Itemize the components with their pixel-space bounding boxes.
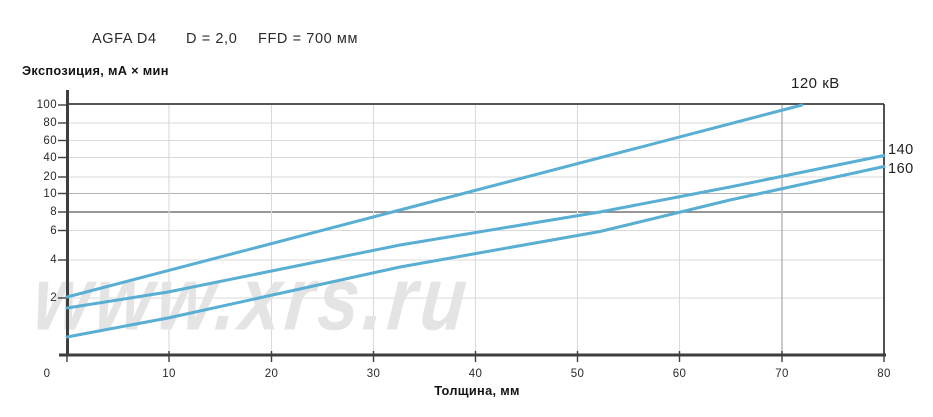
x-axis-title: Толщина, мм xyxy=(434,383,520,398)
series-line-kv140 xyxy=(65,154,886,310)
curve-label-160kv: 160 xyxy=(888,161,914,177)
curve-label-140kv: 140 xyxy=(888,142,914,158)
header-film-type: AGFA D4 xyxy=(92,31,157,47)
series-line-kv120 xyxy=(65,103,804,299)
series-line-kv160 xyxy=(65,165,886,339)
curve-label-120kv: 120 кВ xyxy=(791,75,840,92)
header-ffd-value: FFD = 700 мм xyxy=(258,31,359,47)
header-density-value: D = 2,0 xyxy=(186,31,238,47)
y-axis-title: Экспозиция, мА × мин xyxy=(22,63,169,78)
